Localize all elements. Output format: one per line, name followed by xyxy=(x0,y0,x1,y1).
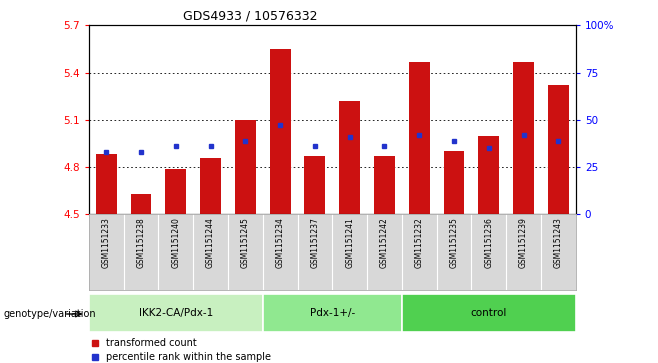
Text: GDS4933 / 10576332: GDS4933 / 10576332 xyxy=(183,9,317,22)
Text: IKK2-CA/Pdx-1: IKK2-CA/Pdx-1 xyxy=(139,308,213,318)
Text: GSM1151238: GSM1151238 xyxy=(136,217,145,268)
Bar xyxy=(513,62,534,214)
Bar xyxy=(305,156,325,214)
Bar xyxy=(478,135,499,214)
Bar xyxy=(548,85,569,214)
Bar xyxy=(443,151,465,214)
Bar xyxy=(374,156,395,214)
Bar xyxy=(409,62,430,214)
Text: Pdx-1+/-: Pdx-1+/- xyxy=(310,308,355,318)
Text: GSM1151240: GSM1151240 xyxy=(171,217,180,268)
Bar xyxy=(165,168,186,214)
Text: GSM1151236: GSM1151236 xyxy=(484,217,494,268)
Text: GSM1151244: GSM1151244 xyxy=(206,217,215,268)
Text: control: control xyxy=(470,308,507,318)
Bar xyxy=(235,120,256,214)
Text: GSM1151234: GSM1151234 xyxy=(276,217,285,268)
Text: GSM1151243: GSM1151243 xyxy=(554,217,563,268)
Text: GSM1151233: GSM1151233 xyxy=(102,217,111,268)
Bar xyxy=(263,294,402,332)
Bar xyxy=(96,154,116,214)
Bar xyxy=(270,49,291,214)
Text: GSM1151235: GSM1151235 xyxy=(449,217,459,268)
Text: GSM1151241: GSM1151241 xyxy=(345,217,354,268)
Text: genotype/variation: genotype/variation xyxy=(3,309,96,319)
Text: GSM1151242: GSM1151242 xyxy=(380,217,389,268)
Text: GSM1151232: GSM1151232 xyxy=(415,217,424,268)
Text: GSM1151245: GSM1151245 xyxy=(241,217,250,268)
Text: GSM1151237: GSM1151237 xyxy=(311,217,319,268)
Bar xyxy=(402,294,576,332)
Bar xyxy=(200,158,221,214)
Text: GSM1151239: GSM1151239 xyxy=(519,217,528,268)
Bar xyxy=(89,294,263,332)
Text: percentile rank within the sample: percentile rank within the sample xyxy=(107,352,271,362)
Text: transformed count: transformed count xyxy=(107,338,197,348)
Bar xyxy=(340,101,360,214)
Bar xyxy=(130,194,151,214)
